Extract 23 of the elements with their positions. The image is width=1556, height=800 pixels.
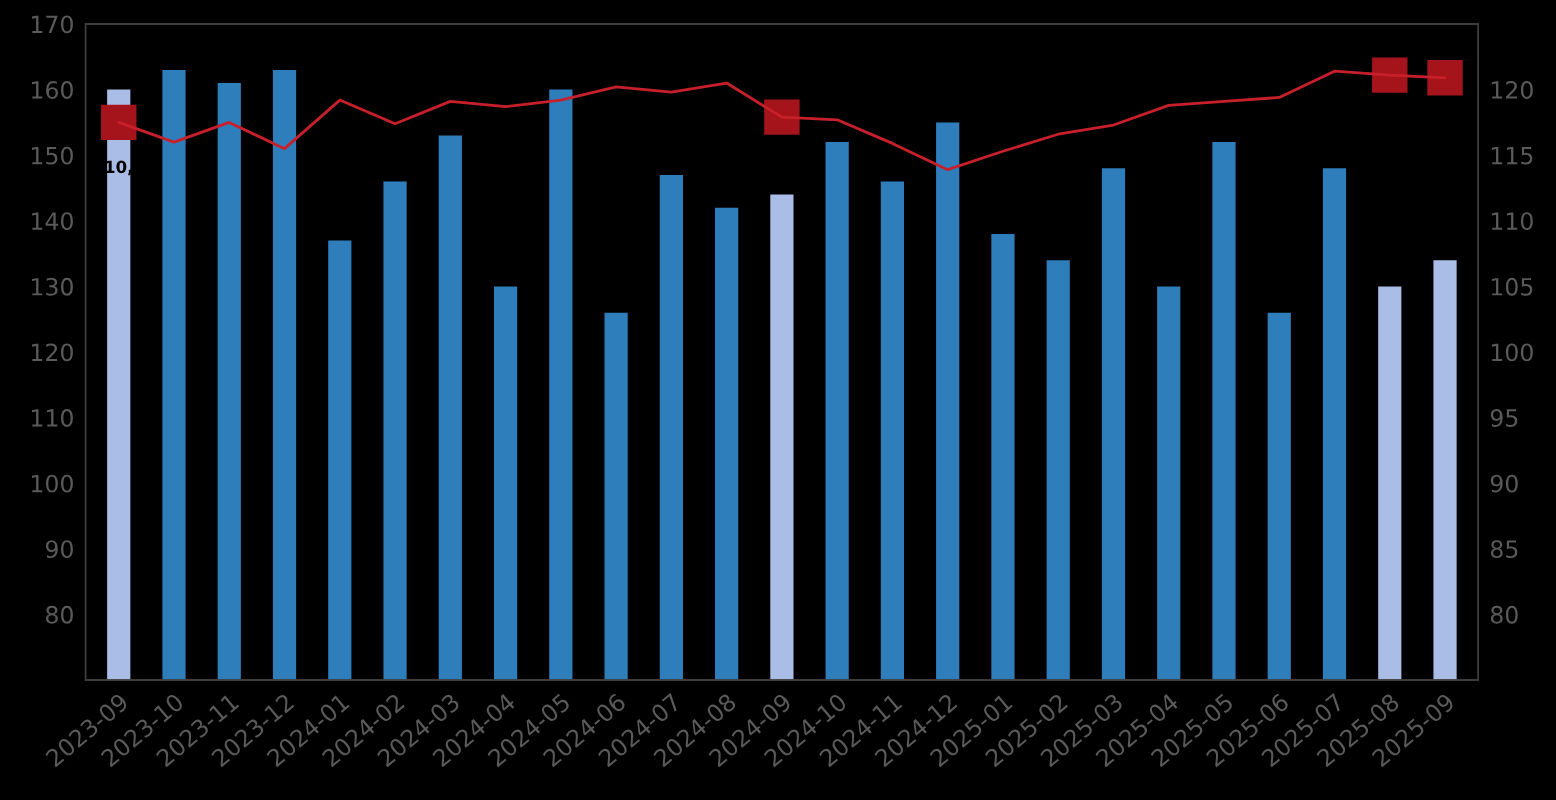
y2-tick-label: 115 [1491, 146, 1533, 165]
y-tick-label: 170 [31, 15, 73, 34]
y2-tick-label: 100 [1491, 343, 1533, 362]
y-tick-label: 130 [31, 277, 73, 296]
y2-tick-label: 90 [1490, 474, 1518, 493]
y-tick-label: 110 [31, 409, 73, 427]
y2-tick-label: 105 [1491, 277, 1533, 296]
point [1427, 60, 1463, 96]
y-tick-label: 140 [31, 212, 73, 231]
point [1372, 57, 1408, 93]
y-tick-label: 160 [31, 81, 73, 99]
y2-tick-label: 85 [1490, 540, 1518, 559]
y2-tick-label: 80 [1490, 605, 1518, 624]
y-tick-label: 80 [46, 605, 73, 624]
y-tick-label: 150 [31, 146, 73, 165]
y-tick-label: 120 [31, 343, 73, 362]
y-tick-label: 100 [31, 474, 73, 493]
point [764, 99, 800, 135]
y2-tick-label: 120 [1491, 81, 1533, 99]
y2-tick-label: 110 [1491, 212, 1533, 231]
point [101, 104, 137, 141]
y2-tick-label: 95 [1490, 409, 1518, 427]
y-tick-label: 90 [45, 540, 73, 559]
